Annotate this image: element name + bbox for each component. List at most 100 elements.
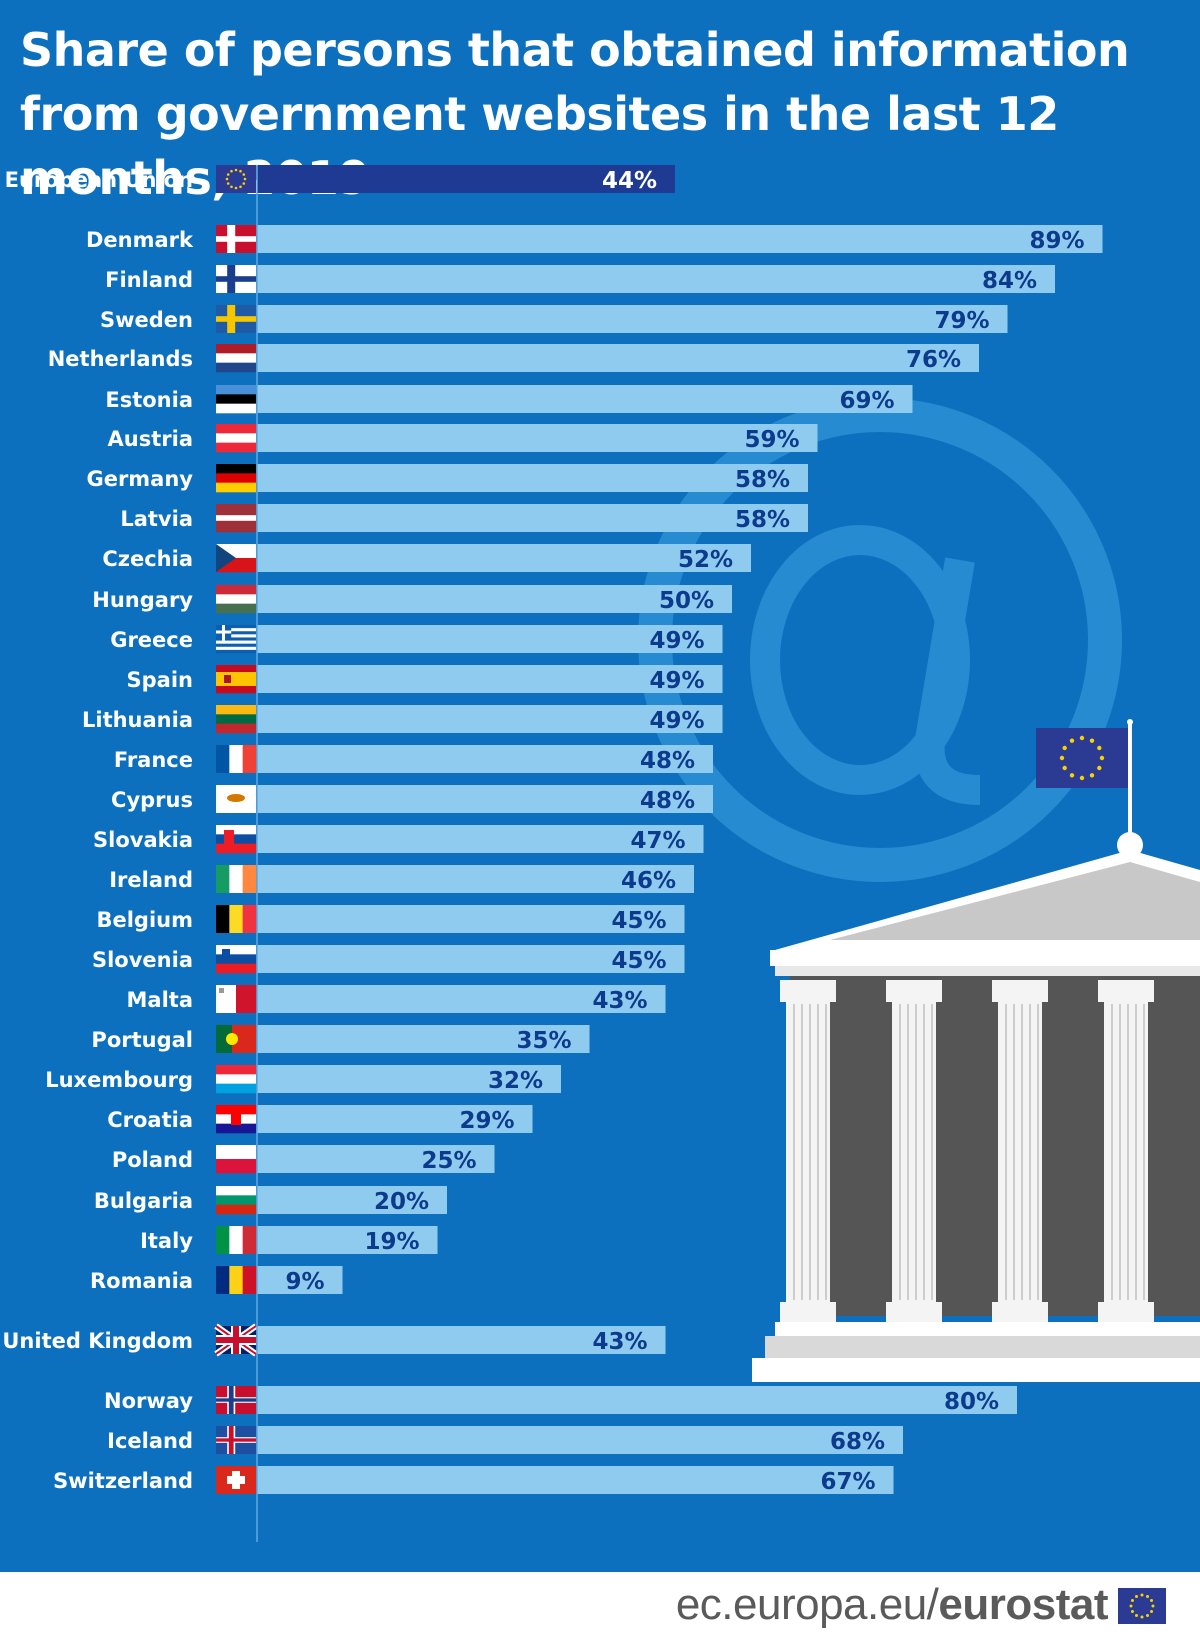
eu-flag-icon (1118, 1588, 1166, 1624)
category-label: Netherlands (48, 347, 193, 371)
category-label: Iceland (107, 1429, 193, 1453)
category-label: Latvia (120, 507, 193, 531)
source-text: ec.europa.eu/eurostat (675, 1580, 1109, 1630)
bar-row-slovakia: Slovakia 47% (93, 825, 704, 854)
switzerland-flag-icon (216, 1466, 256, 1494)
bar (257, 1386, 1017, 1414)
bar-row-bulgaria: Bulgaria 20% (94, 1186, 447, 1215)
value-label: 19% (364, 1229, 419, 1255)
portugal-flag-icon (216, 1025, 256, 1053)
category-label: Austria (108, 427, 193, 451)
bar (257, 1186, 447, 1214)
category-label: Greece (110, 628, 193, 652)
value-label: 45% (611, 908, 666, 934)
value-label: 43% (592, 988, 647, 1014)
category-label: United Kingdom (2, 1329, 193, 1353)
bar-row-denmark: Denmark 89% (86, 225, 1103, 254)
bar (257, 1426, 903, 1454)
estonia-flag-icon (216, 385, 256, 414)
footer: ec.europa.eu/eurostat (0, 1572, 1200, 1643)
bar (257, 945, 685, 973)
france-flag-icon (216, 745, 257, 773)
bar-row-germany: Germany 58% (86, 464, 808, 493)
bar (257, 825, 704, 853)
value-label: 32% (488, 1068, 543, 1094)
value-label: 58% (735, 467, 790, 493)
value-label: 67% (820, 1469, 875, 1495)
bar-row-latvia: Latvia 58% (120, 504, 808, 533)
value-label: 35% (516, 1028, 571, 1054)
slovenia-flag-icon (216, 945, 256, 974)
bar (257, 625, 723, 653)
bar-row-poland: Poland 25% (112, 1145, 495, 1174)
bar-row-norway: Norway 80% (104, 1386, 1017, 1415)
value-label: 84% (982, 268, 1037, 294)
cyprus-flag-icon (216, 785, 256, 813)
united-kingdom-flag-icon (214, 1323, 258, 1357)
bar (257, 305, 1008, 333)
bar (257, 705, 723, 733)
denmark-flag-icon (216, 225, 256, 253)
malta-flag-icon (216, 985, 257, 1013)
category-label: Ireland (109, 868, 193, 892)
category-label: Norway (104, 1389, 193, 1413)
bar-row-austria: Austria 59% (108, 424, 818, 453)
category-label: Slovakia (93, 828, 193, 852)
category-label: Croatia (107, 1108, 193, 1132)
category-label: Sweden (100, 308, 193, 332)
bar-row-european-union: European Union 44% (5, 165, 675, 194)
value-label: 48% (640, 748, 695, 774)
netherlands-flag-icon (216, 344, 256, 373)
value-label: 59% (744, 427, 799, 453)
bar-row-sweden: Sweden 79% (100, 305, 1008, 334)
bar-row-greece: Greece 49% (110, 625, 723, 654)
source-prefix: ec.europa.eu/ (675, 1580, 939, 1629)
category-label: Luxembourg (45, 1068, 193, 1092)
chart-title: Share of persons that obtained informati… (20, 23, 1130, 205)
category-label: Germany (86, 467, 193, 491)
poland-flag-icon (216, 1145, 256, 1174)
bar-row-malta: Malta 43% (127, 985, 666, 1014)
category-label: Estonia (105, 388, 193, 412)
bar (257, 385, 913, 413)
value-label: 58% (735, 507, 790, 533)
bar (257, 1266, 343, 1294)
value-label: 20% (374, 1189, 429, 1215)
bar (257, 225, 1103, 253)
bar (257, 665, 723, 693)
austria-flag-icon (216, 424, 256, 453)
bar-row-belgium: Belgium 45% (96, 905, 685, 934)
bar-row-czechia: Czechia 52% (102, 544, 751, 573)
source-brand: eurostat (938, 1580, 1108, 1629)
bar (257, 905, 685, 933)
belgium-flag-icon (216, 905, 257, 933)
category-label: Cyprus (111, 788, 193, 812)
bar-row-netherlands: Netherlands 76% (48, 344, 979, 373)
bar-row-hungary: Hungary 50% (92, 585, 732, 614)
value-label: 68% (830, 1429, 885, 1455)
category-label: Lithuania (82, 708, 193, 732)
category-label: France (114, 748, 193, 772)
bar-row-finland: Finland 84% (105, 265, 1055, 294)
category-label: Belgium (96, 908, 193, 932)
bar-row-slovenia: Slovenia 45% (92, 945, 685, 974)
bar-row-cyprus: Cyprus 48% (111, 785, 713, 814)
bar (257, 544, 751, 572)
bulgaria-flag-icon (216, 1186, 256, 1215)
value-label: 80% (944, 1389, 999, 1415)
value-label: 49% (649, 628, 704, 654)
value-label: 25% (421, 1148, 476, 1174)
bar (257, 464, 808, 492)
eu-flag-icon (216, 165, 256, 193)
germany-flag-icon (216, 464, 256, 493)
value-label: 9% (285, 1269, 324, 1295)
bar (257, 1065, 561, 1093)
value-label: 76% (906, 347, 961, 373)
spain-flag-icon (216, 665, 256, 694)
slovakia-flag-icon (216, 825, 256, 854)
category-label: Slovenia (92, 948, 193, 972)
bar (257, 585, 732, 613)
bar (257, 265, 1055, 293)
value-label: 47% (630, 828, 685, 854)
bar-row-lithuania: Lithuania 49% (82, 705, 723, 734)
